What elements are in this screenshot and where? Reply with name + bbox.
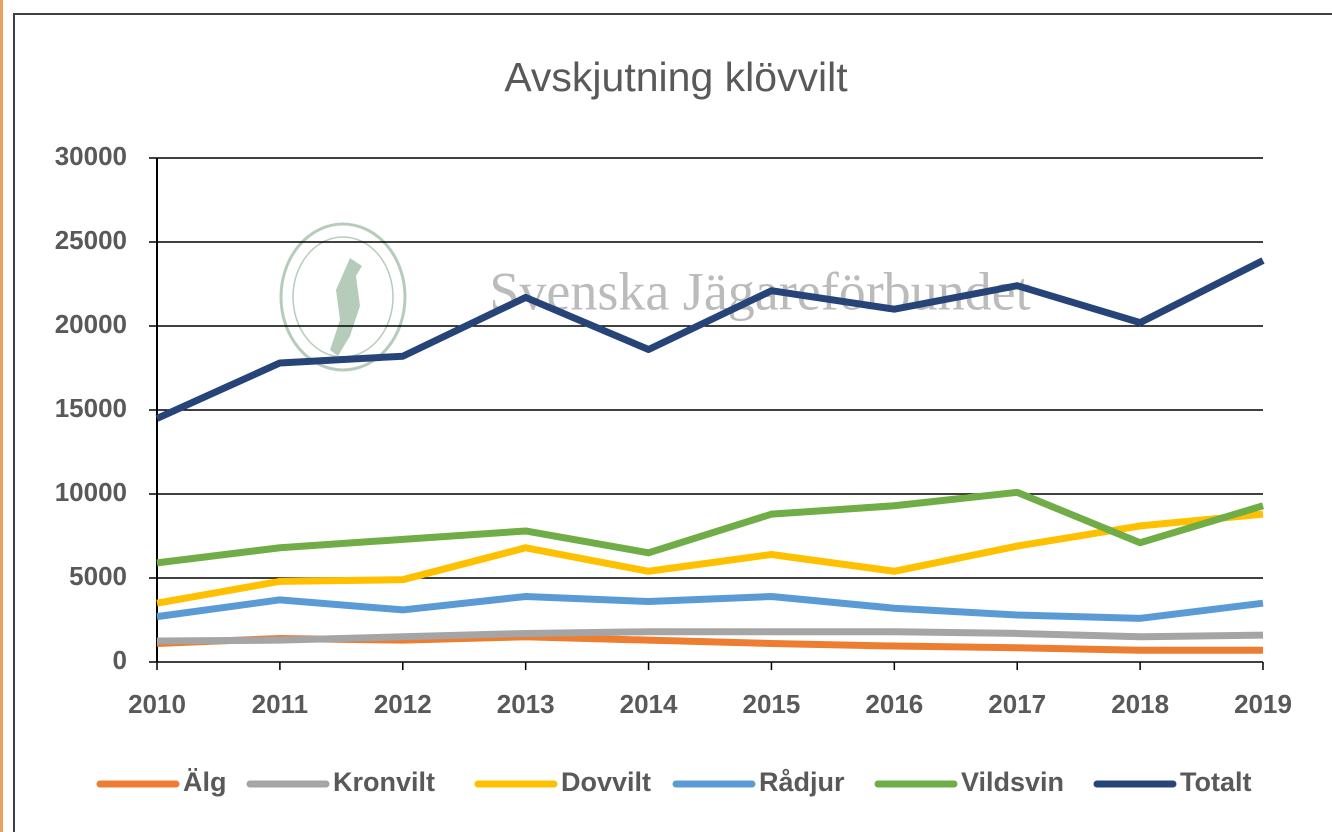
watermark: Svenska Jägareförbundet <box>489 261 1030 321</box>
x-tick-label: 2011 <box>252 689 308 719</box>
x-tick-label: 2017 <box>988 689 1046 719</box>
legend-label: Kronvilt <box>333 767 435 797</box>
series-line <box>156 510 1264 607</box>
chart-title: Avskjutning klövvilt <box>504 54 848 100</box>
legend-label: Totalt <box>1180 767 1251 797</box>
series-line <box>155 257 1265 422</box>
legend-label: Rådjur <box>759 767 845 797</box>
x-tick-label: 2012 <box>374 689 432 719</box>
edge <box>0 0 3 832</box>
x-tick-label: 2018 <box>1111 689 1169 719</box>
y-tick-label: 25000 <box>55 225 127 255</box>
x-tick-label: 2013 <box>497 689 555 719</box>
frame <box>13 13 1332 832</box>
y-tick-label: 20000 <box>55 309 127 339</box>
legend-label: Älg <box>183 767 227 797</box>
legend-label: Vildsvin <box>961 767 1064 797</box>
x-tick-label: 2014 <box>620 689 678 719</box>
x-tick-label: 2019 <box>1234 689 1292 719</box>
y-tick-label: 5000 <box>69 561 127 591</box>
series-line <box>156 592 1264 622</box>
y-tick-label: 0 <box>113 645 127 675</box>
x-tick-label: 2015 <box>743 689 801 719</box>
y-tick-label: 15000 <box>55 393 127 423</box>
x-tick-label: 2016 <box>865 689 923 719</box>
legend-label: Dovvilt <box>561 767 651 797</box>
series-line <box>156 628 1264 645</box>
y-tick-label: 30000 <box>55 141 127 171</box>
x-tick-label: 2010 <box>128 689 186 719</box>
y-tick-label: 10000 <box>55 477 127 507</box>
series-line <box>156 488 1265 567</box>
